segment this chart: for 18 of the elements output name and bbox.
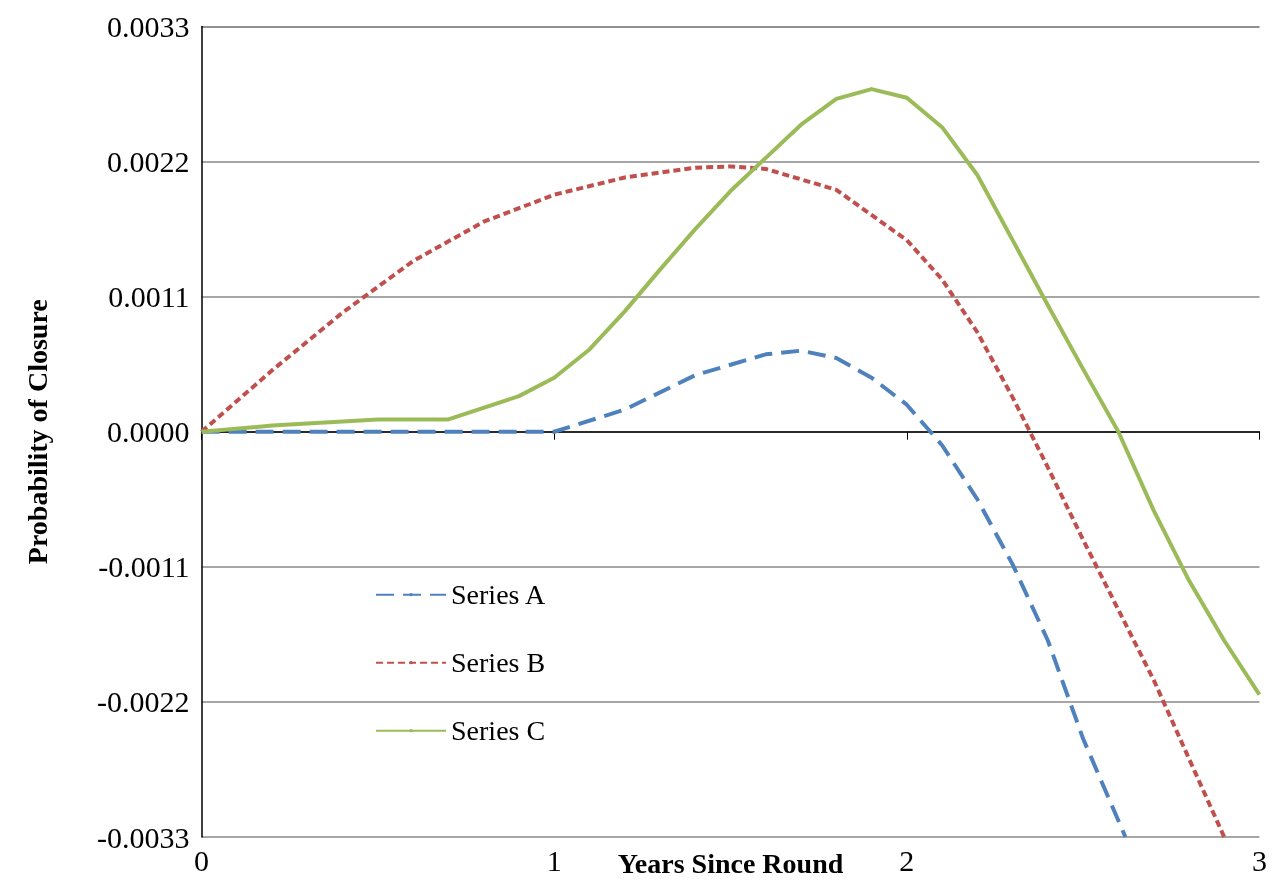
x-tick-label: 1 xyxy=(546,843,562,877)
y-axis-title: Probability of Closure xyxy=(22,299,54,565)
y-tick-label: 0.0022 xyxy=(107,145,190,179)
x-axis-title: Years Since Round xyxy=(617,847,844,879)
y-tick-label: -0.0033 xyxy=(97,820,190,854)
legend-label: Series B xyxy=(451,647,546,679)
y-tick-label: 0.0011 xyxy=(108,280,190,314)
y-tick-label: -0.0011 xyxy=(98,550,190,584)
x-tick-label: 3 xyxy=(1251,843,1267,877)
y-tick-label: -0.0022 xyxy=(97,685,190,719)
y-tick-label: 0.0000 xyxy=(107,415,190,449)
legend-label: Series C xyxy=(451,715,546,747)
y-tick-label: 0.0033 xyxy=(107,9,190,43)
line-series xyxy=(199,87,1262,697)
legend-label: Series A xyxy=(451,579,546,611)
line-series xyxy=(199,164,1227,839)
x-tick-label: 0 xyxy=(194,843,210,877)
x-tick-label: 2 xyxy=(899,843,915,877)
